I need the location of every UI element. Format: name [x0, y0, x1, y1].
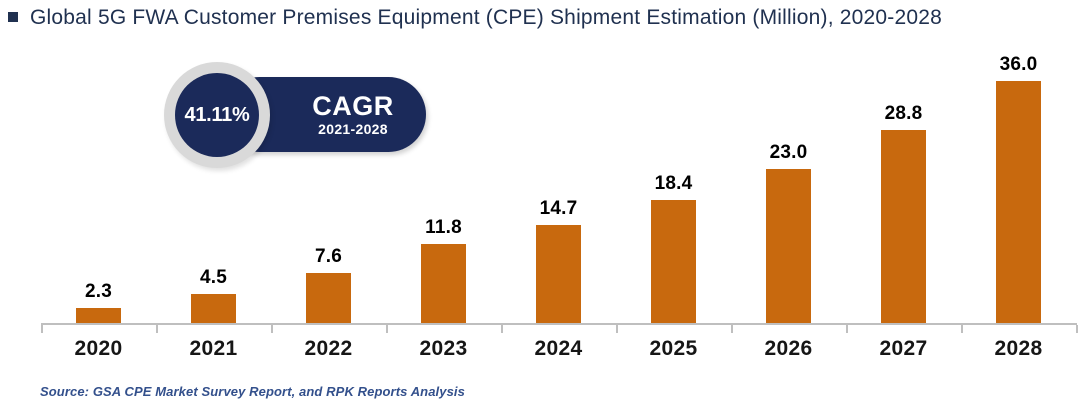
- axis-tick: [1076, 325, 1078, 333]
- axis-tick: [156, 325, 158, 333]
- bar: [76, 308, 121, 324]
- bar: [651, 200, 696, 324]
- bar: [996, 81, 1041, 324]
- plot-area: 2.3 4.5 7.6 11.8 14.7 18.4 23.0 28.8 36.0: [41, 50, 1076, 324]
- cagr-label: CAGR: [312, 91, 394, 121]
- bar-group: 2.3: [41, 50, 156, 324]
- bar: [421, 244, 466, 324]
- bar-value-label: 28.8: [884, 103, 923, 124]
- axis-tick: [271, 325, 273, 333]
- title-row: Global 5G FWA Customer Premises Equipmen…: [8, 4, 1072, 31]
- bar-value-label: 23.0: [769, 142, 808, 163]
- bar-value-label: 2.3: [84, 281, 112, 302]
- bar-group: 18.4: [616, 50, 731, 324]
- bar: [191, 294, 236, 324]
- bar-group: 4.5: [156, 50, 271, 324]
- axis-tick: [386, 325, 388, 333]
- x-axis-labels: 2020 2021 2022 2023 2024 2025 2026 2027 2028: [41, 337, 1076, 361]
- cagr-value: 41.11%: [184, 103, 250, 126]
- bar: [766, 169, 811, 324]
- bar-group: 28.8: [846, 50, 961, 324]
- x-axis-ticks: [41, 325, 1078, 333]
- page-title: Global 5G FWA Customer Premises Equipmen…: [30, 6, 942, 29]
- bar-value-label: 4.5: [199, 267, 227, 288]
- x-axis-label: 2028: [994, 337, 1043, 360]
- square-bullet-icon: [8, 12, 18, 22]
- bar-value-label: 11.8: [425, 217, 462, 238]
- bar: [536, 225, 581, 324]
- x-axis-label: 2024: [534, 337, 583, 360]
- axis-tick: [731, 325, 733, 333]
- bar-value-label: 18.4: [654, 173, 693, 194]
- axis-tick: [846, 325, 848, 333]
- axis-tick: [501, 325, 503, 333]
- x-axis-label: 2026: [764, 337, 813, 360]
- axis-tick: [616, 325, 618, 333]
- axis-tick: [41, 325, 43, 333]
- bar-group: 14.7: [501, 50, 616, 324]
- bar-value-label: 36.0: [999, 54, 1038, 75]
- bar-value-label: 7.6: [314, 246, 342, 267]
- bar: [881, 130, 926, 324]
- x-axis-label: 2021: [189, 337, 238, 360]
- x-axis-label: 2027: [879, 337, 928, 360]
- cagr-ring: 41.11%: [164, 62, 270, 168]
- cagr-circle: 41.11%: [175, 73, 259, 157]
- x-axis-label: 2022: [304, 337, 353, 360]
- bar-group: 11.8: [386, 50, 501, 324]
- x-axis-label: 2020: [74, 337, 123, 360]
- bar-value-label: 14.7: [539, 198, 578, 219]
- axis-tick: [961, 325, 963, 333]
- bar-group: 7.6: [271, 50, 386, 324]
- bar-group: 36.0: [961, 50, 1076, 324]
- x-axis-label: 2023: [419, 337, 468, 360]
- x-axis-line: [41, 323, 1077, 325]
- x-axis-label: 2025: [649, 337, 698, 360]
- bar-group: 23.0: [731, 50, 846, 324]
- source-note: Source: GSA CPE Market Survey Report, an…: [40, 384, 465, 399]
- cagr-period: 2021-2028: [318, 121, 388, 137]
- bar: [306, 273, 351, 324]
